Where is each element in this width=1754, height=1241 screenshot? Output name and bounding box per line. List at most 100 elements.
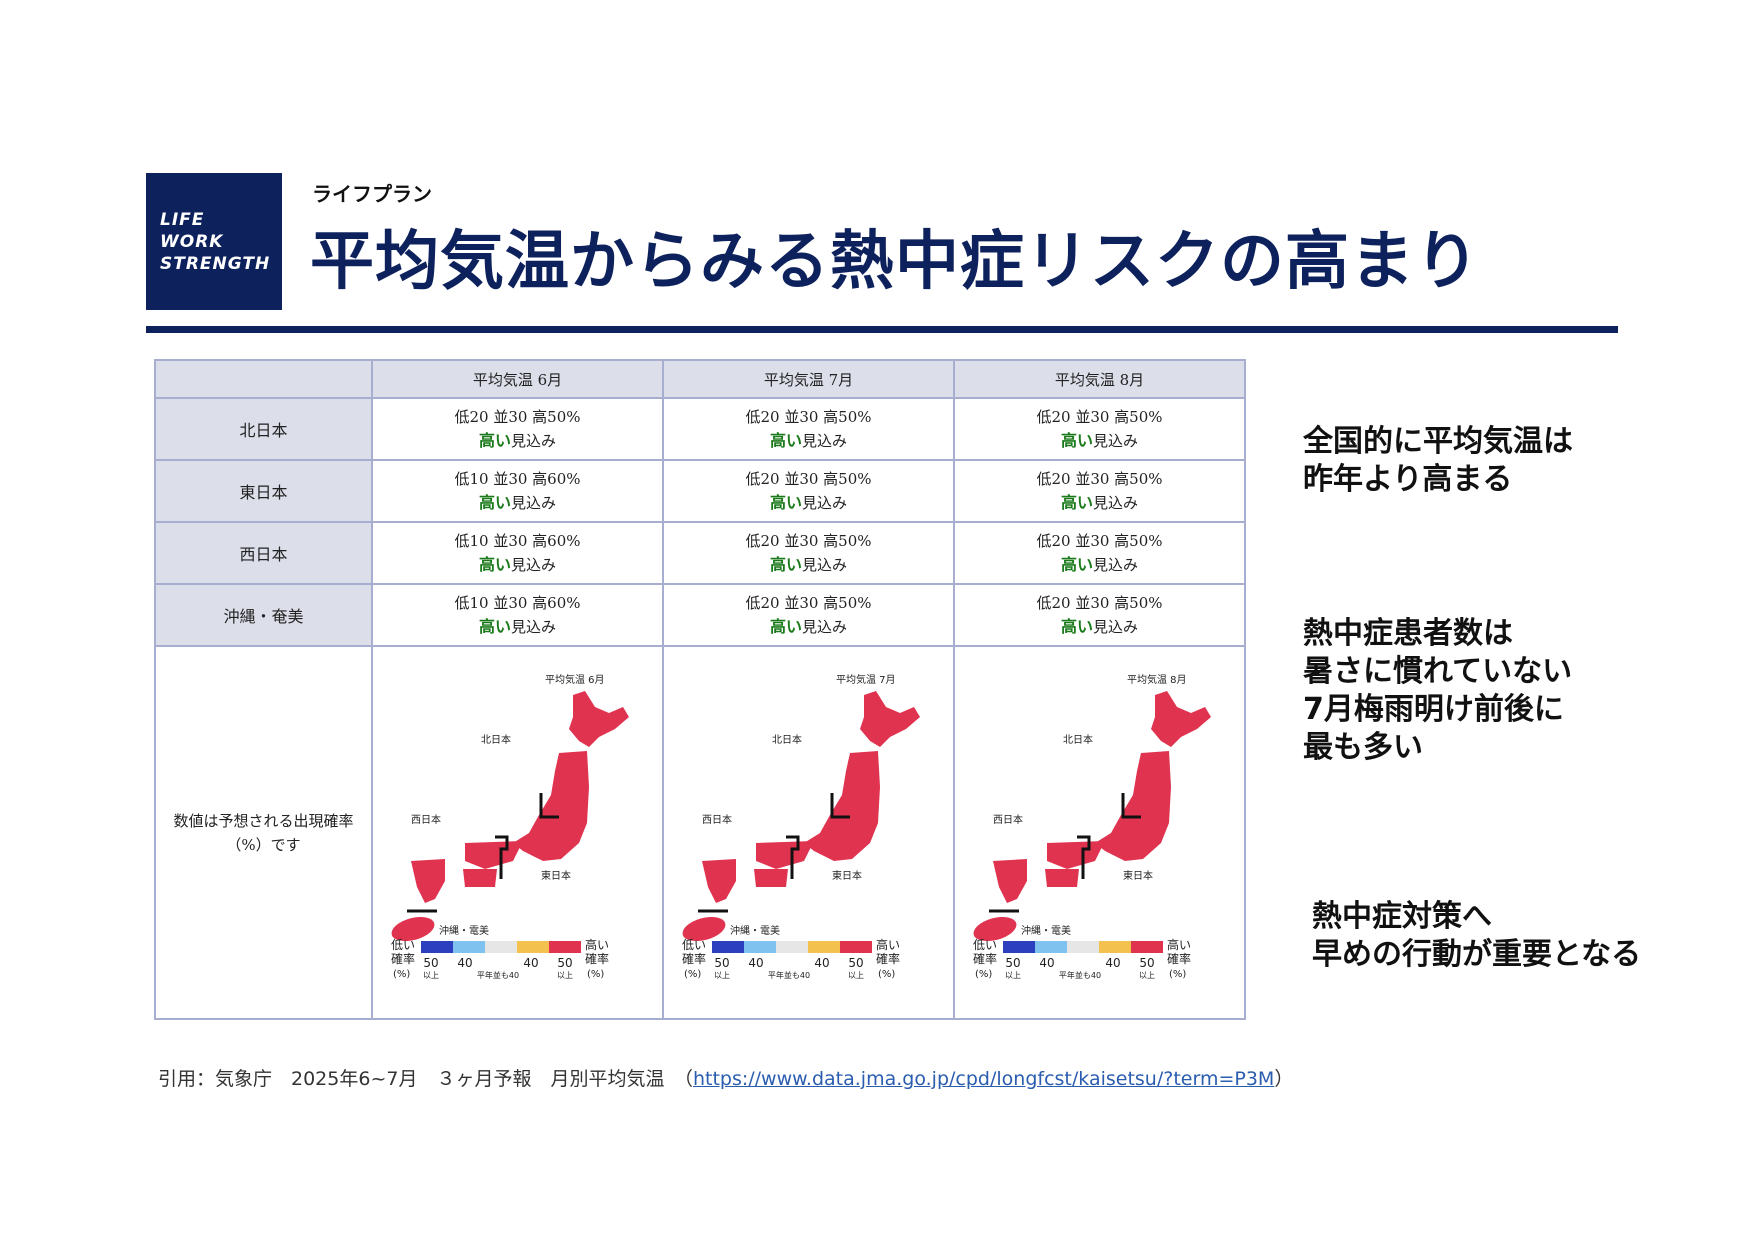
legend-high: 高い — [876, 937, 900, 952]
map-cell: 平均気温 8月 北日本 西日本 東日本 沖縄・電美 低い 確率 (%) 高い 確率 (%) 50 40 4… — [953, 645, 1246, 1020]
verdict-high: 高い — [478, 616, 511, 636]
citation: 引用：気象庁 2025年6~7月 ３ヶ月予報 月別平均気温 （https://w… — [158, 1064, 1293, 1091]
side-note-3: 熱中症対策へ 早めの行動が重要となる — [1312, 898, 1641, 974]
table-row: 西日本 低10 並30 高60% 高い見込み 低20 並30 高50% 高い見込み … — [154, 521, 1246, 585]
legend-40: 40 — [814, 956, 829, 970]
logo-line: WORK — [160, 231, 224, 252]
honshu-west-shape — [1047, 841, 1105, 869]
label-west: 西日本 — [702, 813, 732, 826]
citation-close: ） — [1274, 1068, 1294, 1090]
label-west: 西日本 — [993, 813, 1023, 826]
citation-link[interactable]: https://www.data.jma.go.jp/cpd/longfcst/… — [692, 1068, 1275, 1090]
label-north: 北日本 — [481, 733, 511, 746]
map-note-line: （%）です — [226, 835, 301, 854]
legend-normal: 平年並も40 — [768, 970, 810, 980]
legend-swatch — [808, 941, 840, 953]
kyushu-shape — [993, 859, 1027, 903]
verdict-rest: 見込み — [802, 617, 848, 636]
side-note-line: 熱中症患者数は — [1303, 616, 1513, 651]
citation-text: 引用：気象庁 2025年6~7月 ３ヶ月予報 月別平均気温 （ — [158, 1068, 693, 1090]
forecast-cell: 低20 並30 高50% 高い見込み — [662, 521, 955, 585]
legend-pct: (%) — [975, 969, 992, 980]
map-caption: 平均気温 6月 — [545, 673, 605, 686]
label-east: 東日本 — [541, 869, 571, 882]
honshu-west-shape — [465, 841, 523, 869]
border-east-west — [786, 835, 800, 879]
table-header-row: 平均気温 6月 平均気温 7月 平均気温 8月 — [154, 359, 1246, 399]
forecast-cell: 低20 並30 高50% 高い見込み — [953, 459, 1246, 523]
verdict-rest: 見込み — [1093, 431, 1139, 450]
forecast-cell: 低20 並30 高50% 高い見込み — [953, 397, 1246, 461]
honshu-east-shape — [1095, 751, 1171, 861]
legend-40: 40 — [523, 956, 538, 970]
legend-low: 低い — [973, 938, 997, 952]
forecast-cell: 低20 並30 高50% 高い見込み — [662, 583, 955, 647]
verdict-high: 高い — [478, 430, 511, 450]
verdict-high: 高い — [769, 430, 802, 450]
honshu-east-shape — [513, 751, 589, 861]
category-label: ライフプラン — [312, 182, 432, 206]
label-east: 東日本 — [1123, 869, 1153, 882]
hokkaido-shape — [569, 691, 629, 747]
prob-text: 低20 並30 高50% — [745, 531, 872, 550]
legend-40: 40 — [748, 956, 763, 970]
legend-swatch — [712, 941, 744, 953]
forecast-cell: 低10 並30 高60% 高い見込み — [371, 583, 664, 647]
forecast-cell: 低20 並30 高50% 高い見込み — [371, 397, 664, 461]
prob-text: 低20 並30 高50% — [745, 593, 872, 612]
legend-above: 以上 — [423, 971, 439, 980]
legend-50: 50 — [1005, 956, 1020, 970]
header-june: 平均気温 6月 — [371, 359, 664, 399]
prob-text: 低20 並30 高50% — [1036, 469, 1163, 488]
shikoku-shape — [1045, 869, 1079, 887]
legend-high: 高い — [585, 937, 609, 952]
legend-above: 以上 — [714, 971, 730, 980]
forecast-cell: 低20 並30 高50% 高い見込み — [662, 397, 955, 461]
legend-above: 以上 — [848, 971, 864, 980]
side-note-2: 熱中症患者数は 暑さに慣れていない 7月梅雨明け前後に 最も多い — [1303, 615, 1572, 767]
legend-swatch — [1131, 941, 1163, 953]
label-west: 西日本 — [411, 813, 441, 826]
verdict-rest: 見込み — [511, 493, 557, 512]
legend-normal: 平年並も40 — [477, 970, 519, 980]
side-note-line: 7月梅雨明け前後に — [1303, 692, 1564, 727]
legend-swatch — [549, 941, 581, 953]
label-okinawa: 沖縄・電美 — [439, 924, 489, 937]
border-north-east — [539, 793, 559, 819]
legend-40: 40 — [1105, 956, 1120, 970]
legend-swatch — [744, 941, 776, 953]
side-note-line: 早めの行動が重要となる — [1312, 937, 1642, 972]
legend-low: 低い — [391, 938, 415, 952]
legend-prob: 確率 — [391, 951, 415, 966]
legend-50: 50 — [848, 956, 863, 970]
verdict-rest: 見込み — [802, 555, 848, 574]
side-note-1: 全国的に平均気温は 昨年より高まる — [1303, 423, 1573, 499]
verdict-high: 高い — [1060, 616, 1093, 636]
label-north: 北日本 — [1063, 733, 1093, 746]
label-okinawa: 沖縄・電美 — [730, 924, 780, 937]
logo: LIFE WORK STRENGTH — [146, 173, 282, 310]
page-title: 平均気温からみる熱中症リスクの高まり — [310, 225, 1480, 299]
verdict-rest: 見込み — [802, 431, 848, 450]
header-august: 平均気温 8月 — [953, 359, 1246, 399]
header-july: 平均気温 7月 — [662, 359, 955, 399]
table-row: 北日本 低20 並30 高50% 高い見込み 低20 並30 高50% 高い見込み … — [154, 397, 1246, 461]
verdict-rest: 見込み — [802, 493, 848, 512]
map-row: 数値は予想される出現確率 （%）です 平均気温 6月 北日本 西日本 東日本 沖縄・電美… — [154, 645, 1246, 1020]
legend-low: 低い — [682, 938, 706, 952]
region-label: 西日本 — [154, 521, 373, 585]
verdict-rest: 見込み — [1093, 617, 1139, 636]
label-okinawa: 沖縄・電美 — [1021, 924, 1071, 937]
legend-swatch — [421, 941, 453, 953]
side-note-line: 全国的に平均気温は — [1303, 424, 1573, 459]
legend-swatch — [485, 941, 517, 953]
verdict-high: 高い — [769, 616, 802, 636]
border-north-east — [830, 793, 850, 819]
header-blank — [154, 359, 373, 399]
legend-50: 50 — [557, 956, 572, 970]
legend-swatch — [840, 941, 872, 953]
forecast-cell: 低20 並30 高50% 高い見込み — [662, 459, 955, 523]
honshu-west-shape — [756, 841, 814, 869]
legend-prob: 確率 — [682, 951, 706, 966]
